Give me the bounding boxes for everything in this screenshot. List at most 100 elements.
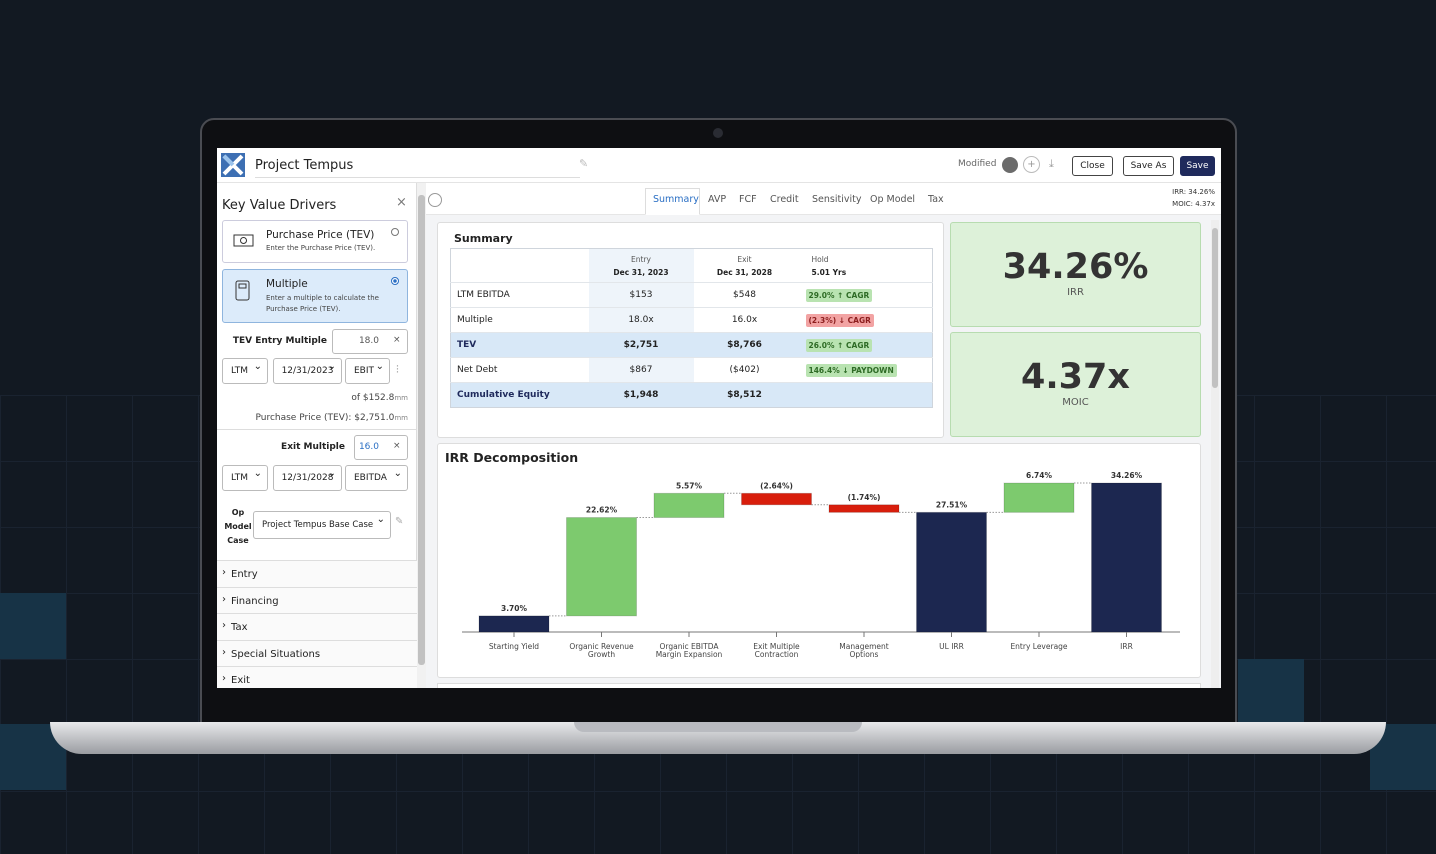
multiple-input[interactable]	[332, 329, 408, 354]
accordion-section[interactable]: › Special Situations	[217, 639, 417, 666]
top-bar	[217, 148, 1221, 183]
add-user[interactable]: +	[1023, 156, 1040, 173]
tab[interactable]: FCF	[739, 194, 757, 205]
money-icon	[233, 234, 254, 247]
chart: 3.70% 22.62% 5.57% (2.64%) (1.74%) 27.51% 6.74…	[462, 471, 1180, 637]
accordion-section[interactable]: › Entry	[217, 560, 417, 587]
sidebar	[217, 183, 417, 688]
table-row: LTM EBITDA $153 $548 29.0% ↑ CAGR	[450, 282, 933, 308]
waterfall-bar	[741, 492, 812, 506]
metric: MOIC: 4.37x	[1117, 198, 1215, 210]
accordion-section[interactable]: › Tax	[217, 613, 417, 640]
table-row: Cumulative Equity $1,948 $8,512	[450, 382, 933, 408]
accordion-section[interactable]: › Exit	[217, 666, 417, 688]
date-input[interactable]: 12/31/2028	[273, 465, 342, 491]
exit-cell: ($402)	[693, 357, 796, 383]
save-button[interactable]: Save	[1180, 156, 1215, 176]
logo	[221, 153, 245, 177]
section-label: Tax	[231, 622, 248, 633]
waterfall-bar	[478, 615, 550, 633]
waterfall-bar	[1091, 482, 1162, 633]
kpi-value: 4.37x	[1021, 357, 1130, 397]
hold-cell: 26.0% ↑ CAGR	[795, 332, 933, 358]
accordion-section[interactable]: › Financing	[217, 586, 417, 613]
badge: 26.0% ↑ CAGR	[805, 338, 873, 352]
badge: (2.3%) ↓ CAGR	[805, 313, 874, 327]
divider	[217, 429, 417, 430]
sidebar-scrollbar[interactable]	[417, 183, 426, 688]
data-label: 27.51%	[936, 500, 968, 509]
input-value: 18.0	[358, 336, 379, 346]
tab-bar	[426, 183, 1221, 215]
data-label: (2.64%)	[760, 481, 793, 490]
chevron: ›	[222, 620, 226, 631]
download[interactable]: ⤓	[1049, 157, 1054, 170]
badge: 29.0% ↑ CAGR	[805, 288, 873, 302]
background-tile	[0, 593, 66, 659]
metric-select[interactable]: EBITDA	[345, 465, 408, 491]
tab[interactable]: Tax	[928, 194, 944, 205]
metrics: IRR: 34.26% MOIC: 4.37x	[1117, 186, 1215, 210]
next-card	[437, 683, 1201, 688]
radio-selected[interactable]	[391, 277, 399, 285]
tab[interactable]: Sensitivity	[812, 194, 862, 205]
case-select[interactable]: Project Tempus Base Case	[253, 511, 391, 539]
data-label: 22.62%	[586, 506, 618, 515]
project-title[interactable]: Project Tempus	[255, 158, 580, 178]
data-label: 3.70%	[501, 604, 528, 613]
metric-label: MOIC:	[1172, 200, 1194, 208]
option-desc: Enter the Purchase Price (TEV).	[266, 244, 376, 252]
clear[interactable]: ×	[393, 441, 401, 451]
tab[interactable]: AVP	[708, 194, 727, 205]
option-card-selected[interactable]	[222, 269, 408, 323]
main-scrollbar[interactable]	[1211, 220, 1219, 688]
tab[interactable]: Summary	[653, 194, 699, 205]
active-tab[interactable]	[645, 188, 700, 215]
close-sidebar[interactable]: ×	[396, 195, 407, 210]
row-label: TEV	[450, 332, 589, 358]
date-input[interactable]: 12/31/2023	[273, 358, 342, 384]
radio[interactable]	[391, 228, 399, 236]
kpi-card: 34.26% IRR	[950, 222, 1201, 327]
app-screen: Project Tempus ✎ Modified + ⤓ Close Save…	[217, 148, 1221, 688]
hold-cell: 29.0% ↑ CAGR	[795, 282, 933, 308]
multiple-input[interactable]	[354, 435, 408, 460]
kpi-card: 4.37x MOIC	[950, 332, 1201, 437]
metric-select[interactable]: EBIT	[345, 358, 390, 384]
header-cell: Hold 5.01 Yrs	[796, 249, 933, 283]
edit-icon[interactable]: ✎	[579, 157, 589, 170]
purchase-text: Purchase Price (TEV): $2,751.0mm	[217, 413, 408, 423]
period-select[interactable]: LTM	[222, 465, 268, 491]
edit-icon[interactable]: ✎	[395, 516, 404, 527]
background-tile	[1238, 659, 1304, 725]
column-bottom: Dec 31, 2028	[716, 267, 773, 277]
tab[interactable]: Op Model	[870, 194, 916, 205]
header-cell	[451, 249, 589, 283]
save-as-button[interactable]: Save As	[1123, 156, 1174, 176]
entry-cell: $867	[588, 357, 694, 383]
column-bottom: 5.01 Yrs	[811, 267, 847, 277]
tab-settings[interactable]	[428, 193, 442, 207]
x-tick-label: Exit Multiple Contraction	[753, 642, 800, 659]
period-select[interactable]: LTM	[222, 358, 268, 384]
chart-title: IRR Decomposition	[445, 450, 579, 465]
row-label: Net Debt	[450, 357, 589, 383]
exit-cell: $548	[693, 282, 796, 308]
header-row: Entry Dec 31, 2023 Exit Dec 31, 2028 Hold 5.0…	[451, 248, 933, 283]
field-label: TEV Entry Multiple	[232, 336, 327, 346]
section-label: Exit	[231, 675, 250, 686]
table-row: TEV $2,751 $8,766 26.0% ↑ CAGR	[450, 332, 933, 358]
option-title: Multiple	[266, 278, 308, 290]
kpi-label: MOIC	[1062, 397, 1089, 408]
close-button[interactable]: Close	[1072, 156, 1113, 176]
status: Modified	[958, 159, 997, 169]
x-tick-label: IRR	[1120, 642, 1133, 651]
field-label: Op Model Case	[224, 508, 252, 545]
summary-title: Summary	[454, 232, 513, 245]
clear[interactable]: ×	[393, 335, 401, 345]
avatar[interactable]	[1002, 157, 1018, 173]
purchase-value: Purchase Price (TEV): $2,751.0	[255, 413, 395, 423]
waterfall-bar	[566, 517, 637, 617]
settings-icon[interactable]: ⫶	[396, 363, 399, 376]
tab[interactable]: Credit	[770, 194, 799, 205]
